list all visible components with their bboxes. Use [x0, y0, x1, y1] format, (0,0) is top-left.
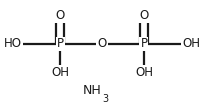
Text: OH: OH	[182, 37, 200, 51]
Text: HO: HO	[4, 37, 22, 51]
Text: NH: NH	[83, 84, 102, 97]
Text: 3: 3	[102, 94, 108, 104]
Text: P: P	[57, 37, 64, 51]
Text: P: P	[140, 37, 147, 51]
Text: OH: OH	[135, 66, 153, 79]
Text: O: O	[55, 9, 65, 22]
Text: O: O	[97, 37, 107, 51]
Text: OH: OH	[51, 66, 69, 79]
Text: O: O	[139, 9, 149, 22]
